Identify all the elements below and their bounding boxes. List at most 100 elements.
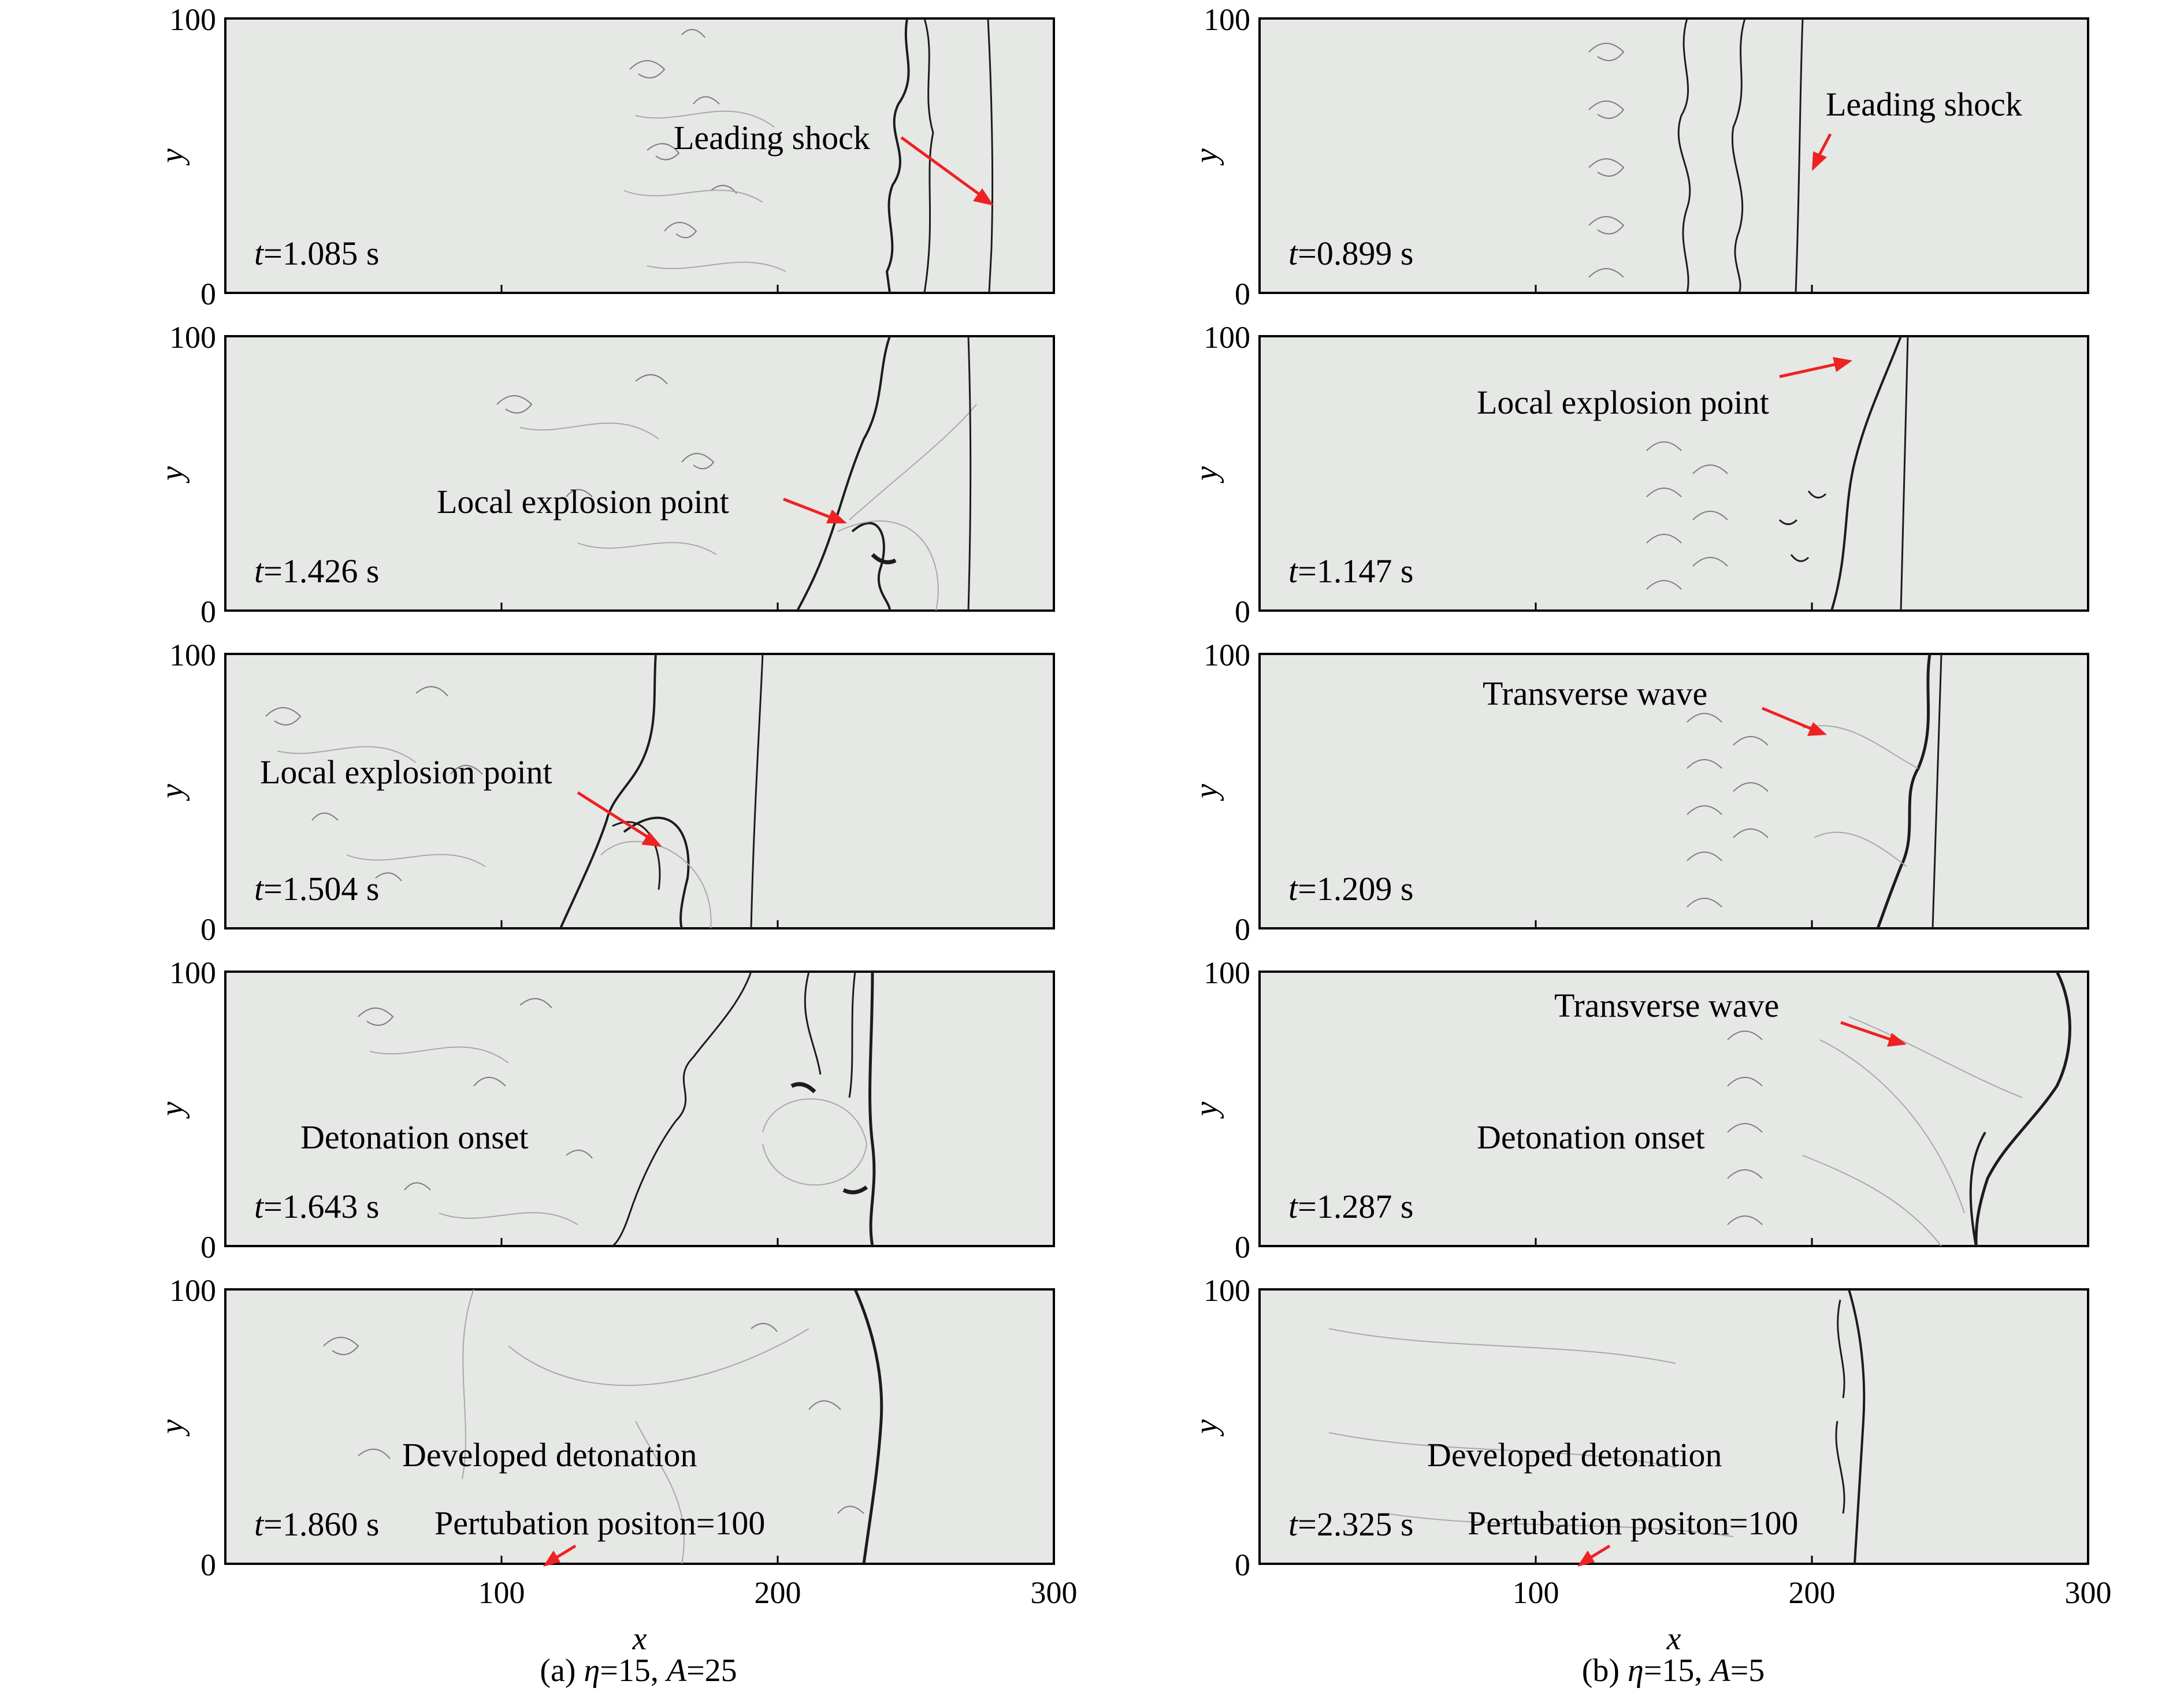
y-tick-label: 0: [200, 277, 216, 311]
y-tick-label: 0: [1235, 912, 1250, 947]
x-tick-label: 300: [1031, 1575, 1078, 1610]
annotation-label: Developed detonation: [402, 1436, 697, 1474]
time-label: t=1.504 s: [254, 870, 379, 908]
panel-a-4: Detonation onset t=1.643 s: [224, 971, 1055, 1247]
time-label: t=1.209 s: [1288, 870, 1413, 908]
panel-frame: [224, 1288, 1055, 1565]
time-label: t=1.085 s: [254, 235, 379, 272]
y-tick-label: 0: [200, 912, 216, 947]
y-tick-label: 0: [200, 594, 216, 629]
panel-frame: [224, 971, 1055, 1247]
flow-field: [1328, 1289, 1866, 1564]
annotation-arrow: [900, 136, 994, 206]
flow-field: [1646, 336, 1909, 611]
annotation-label: Detonation onset: [300, 1118, 529, 1156]
panel-b-1: Leading shock t=0.899 s: [1258, 17, 2089, 294]
caption-b: (b) η=15, A=5: [1582, 1653, 1765, 1689]
flow-field: [1588, 18, 1804, 293]
time-label: t=1.287 s: [1288, 1188, 1413, 1225]
annotation-label-2: Detonation onset: [1477, 1118, 1705, 1156]
axes-decorations: 100 0 y 100 0 y 100 0 y 100 0 y 100 0 y 100 200 300 x 100 0 y…: [154, 2, 2112, 1657]
annotation-arrow: [1577, 1544, 1611, 1567]
panel-frame: [224, 335, 1055, 612]
x-tick-label: 100: [1513, 1575, 1559, 1610]
annotation-arrow: [1762, 707, 1827, 736]
annotation-label: Transverse wave: [1483, 675, 1707, 712]
flow-field: [623, 18, 994, 293]
annotation-label: Leading shock: [1826, 85, 2022, 123]
y-axis-label: y: [154, 1419, 190, 1437]
panel-a-2: Local explosion point t=1.426 s: [224, 335, 1055, 612]
y-axis-label: y: [1188, 148, 1224, 166]
y-tick-label: 100: [1204, 320, 1250, 355]
y-tick-label: 0: [200, 1548, 216, 1582]
panel-b-5: Developed detonation Pertubation positon…: [1258, 1288, 2089, 1567]
y-tick-label: 0: [1235, 277, 1250, 311]
x-axis-label: x: [632, 1621, 647, 1657]
y-axis-label: y: [1188, 1419, 1224, 1437]
y-tick-label: 100: [1204, 1273, 1250, 1308]
panel-a-3: Local explosion point t=1.504 s: [224, 653, 1055, 929]
annotation-arrow: [1779, 357, 1852, 378]
y-tick-label: 100: [169, 638, 216, 672]
flow-field: [1687, 654, 1942, 928]
time-label: t=0.899 s: [1288, 235, 1413, 272]
caption-a: (a) η=15, A=25: [540, 1653, 737, 1689]
y-tick-label: 100: [169, 320, 216, 355]
x-tick-label: 300: [2065, 1575, 2112, 1610]
annotation-label: Local explosion point: [260, 753, 552, 791]
annotation-label: Transverse wave: [1554, 987, 1779, 1024]
annotation-arrow: [1812, 133, 1832, 171]
x-tick-label: 100: [478, 1575, 525, 1610]
y-tick-label: 0: [200, 1230, 216, 1265]
x-axis-label: x: [1666, 1621, 1681, 1657]
time-label: t=1.860 s: [254, 1505, 379, 1543]
y-axis-label: y: [1188, 1102, 1224, 1119]
y-tick-label: 0: [1235, 594, 1250, 629]
panel-frame: [1258, 653, 2089, 929]
annotation-label: Local explosion point: [1477, 384, 1769, 421]
annotation-label: Local explosion point: [437, 483, 729, 520]
panel-frame: [224, 653, 1055, 929]
y-tick-label: 0: [1235, 1230, 1250, 1265]
flow-field: [496, 336, 977, 611]
panel-a-1: Leading shock t=1.085 s: [224, 17, 1055, 294]
panel-b-3: Transverse wave t=1.209 s: [1258, 653, 2089, 929]
annotation-arrow: [577, 791, 662, 847]
y-axis-label: y: [1188, 466, 1224, 484]
flow-field: [323, 1289, 883, 1564]
annotation-arrow: [1840, 1021, 1907, 1047]
y-axis-label: y: [154, 466, 190, 484]
y-tick-label: 100: [169, 1273, 216, 1308]
y-tick-label: 100: [1204, 955, 1250, 990]
time-label: t=1.426 s: [254, 552, 379, 590]
time-label: t=1.147 s: [1288, 552, 1413, 590]
time-label: t=2.325 s: [1288, 1505, 1413, 1543]
annotation-arrow: [543, 1544, 577, 1567]
panel-a-5: Developed detonation Pertubation positon…: [224, 1288, 1055, 1567]
y-tick-label: 100: [169, 2, 216, 37]
y-axis-label: y: [154, 1102, 190, 1119]
annotation-label-2: Pertubation positon=100: [434, 1504, 765, 1542]
panel-frame: [1258, 1288, 2089, 1565]
y-tick-label: 100: [1204, 2, 1250, 37]
panel-frame: [1258, 17, 2089, 294]
x-tick-label: 200: [1789, 1575, 1836, 1610]
time-label: t=1.643 s: [254, 1188, 379, 1225]
annotation-label: Leading shock: [674, 119, 870, 157]
y-axis-label: y: [154, 784, 190, 801]
y-tick-label: 100: [169, 955, 216, 990]
y-axis-label: y: [154, 148, 190, 166]
flow-field: [358, 972, 876, 1246]
annotation-label-2: Pertubation positon=100: [1468, 1504, 1798, 1542]
y-tick-label: 0: [1235, 1548, 1250, 1582]
y-axis-label: y: [1188, 784, 1224, 801]
y-tick-label: 100: [1204, 638, 1250, 672]
flow-field: [1727, 972, 2071, 1246]
annotation-label: Developed detonation: [1427, 1436, 1722, 1474]
panel-frame: [224, 17, 1055, 294]
panel-b-2: Local explosion point t=1.147 s: [1258, 335, 2089, 612]
x-tick-label: 200: [755, 1575, 801, 1610]
panel-frame: [1258, 971, 2089, 1247]
